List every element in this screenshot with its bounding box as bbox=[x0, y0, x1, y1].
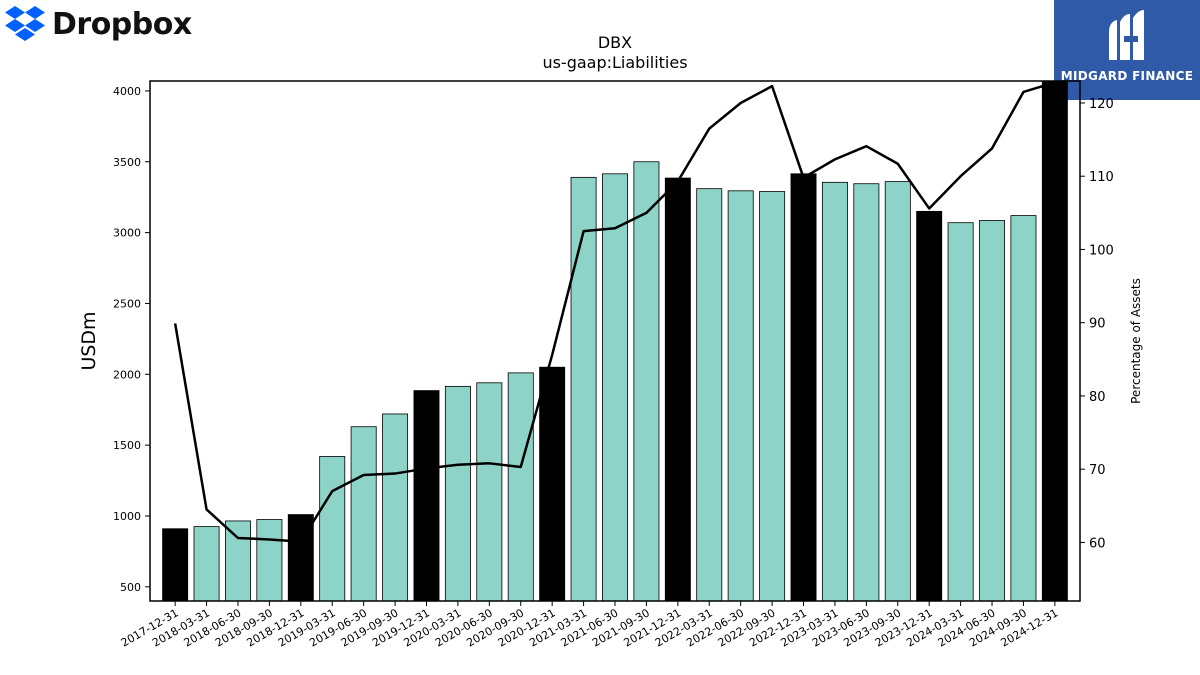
bar-2019-06-30 bbox=[350, 426, 377, 602]
bar-2023-06-30 bbox=[853, 183, 880, 602]
bar-2023-03-31 bbox=[821, 181, 848, 602]
left-y-axis: 500 1000 1500 2000 2500 3000 3500 4000 bbox=[113, 85, 150, 594]
y2-tick-label: 80 bbox=[1089, 390, 1106, 405]
y-tick-label: 2500 bbox=[113, 297, 141, 310]
bar-2018-06-30 bbox=[225, 520, 251, 602]
y-tick-label: 1500 bbox=[113, 439, 141, 452]
bar-2023-09-30 bbox=[884, 181, 911, 602]
bar-2022-03-31 bbox=[696, 188, 723, 602]
percentage-line bbox=[173, 81, 1056, 543]
bar-2022-06-30 bbox=[727, 190, 754, 602]
bar-2024-03-31 bbox=[947, 222, 974, 602]
chart-title: DBX bbox=[598, 33, 632, 52]
bar-2019-12-31 bbox=[413, 390, 440, 602]
y-tick-label: 3000 bbox=[113, 227, 141, 240]
bar-2024-06-30 bbox=[979, 220, 1006, 602]
bar-2020-06-30 bbox=[476, 382, 503, 602]
bar-2018-03-31 bbox=[193, 526, 220, 602]
dropbox-wordmark: Dropbox bbox=[52, 6, 192, 42]
bar-2017-12-31 bbox=[162, 528, 189, 602]
y-tick-label: 1000 bbox=[113, 510, 141, 523]
bar-2021-06-30 bbox=[602, 173, 628, 602]
y2-axis-label: Percentage of Assets bbox=[1129, 278, 1143, 404]
y2-tick-label: 100 bbox=[1089, 243, 1114, 258]
y2-tick-label: 120 bbox=[1089, 97, 1114, 112]
midgard-finance-icon bbox=[1109, 10, 1144, 60]
y2-tick-label: 110 bbox=[1089, 170, 1114, 185]
y-axis-label: USDm bbox=[78, 311, 100, 370]
midgard-finance-wordmark: MIDGARD FINANCE bbox=[1060, 69, 1194, 83]
y-tick-label: 500 bbox=[120, 581, 141, 594]
percentage-line-series bbox=[173, 81, 1056, 543]
midgard-finance-logo: MIDGARD FINANCE bbox=[1054, 0, 1200, 100]
bar-2023-12-31 bbox=[916, 210, 943, 602]
chart-subtitle: us-gaap:Liabilities bbox=[542, 53, 687, 72]
dropbox-icon bbox=[5, 6, 45, 41]
bar-2020-09-30 bbox=[507, 372, 534, 602]
bar-2019-09-30 bbox=[382, 413, 409, 602]
bar-2021-09-30 bbox=[633, 161, 660, 602]
bar-2024-12-31 bbox=[1041, 80, 1068, 602]
dropbox-logo: Dropbox bbox=[4, 4, 192, 44]
x-axis: 2017-12-312018-03-312018-06-302018-09-30… bbox=[119, 601, 1060, 650]
y2-tick-label: 90 bbox=[1089, 317, 1106, 332]
right-y-axis: 60 70 80 90 100 110 120 bbox=[1080, 97, 1114, 551]
bar-2019-03-31 bbox=[319, 456, 346, 602]
y-tick-label: 4000 bbox=[113, 85, 141, 98]
bar-2022-09-30 bbox=[759, 191, 786, 602]
bar-2020-12-31 bbox=[539, 366, 566, 602]
bar-series bbox=[162, 80, 1068, 602]
bar-2018-09-30 bbox=[256, 519, 283, 602]
bar-2022-12-31 bbox=[790, 173, 817, 602]
y2-tick-label: 60 bbox=[1089, 536, 1106, 551]
bar-2024-09-30 bbox=[1010, 215, 1037, 602]
bar-2021-12-31 bbox=[664, 177, 691, 602]
bar-2021-03-31 bbox=[570, 176, 597, 602]
y-tick-label: 2000 bbox=[113, 368, 141, 381]
y-tick-label: 3500 bbox=[113, 156, 141, 169]
y2-tick-label: 70 bbox=[1089, 463, 1106, 478]
bar-2020-03-31 bbox=[444, 385, 471, 602]
